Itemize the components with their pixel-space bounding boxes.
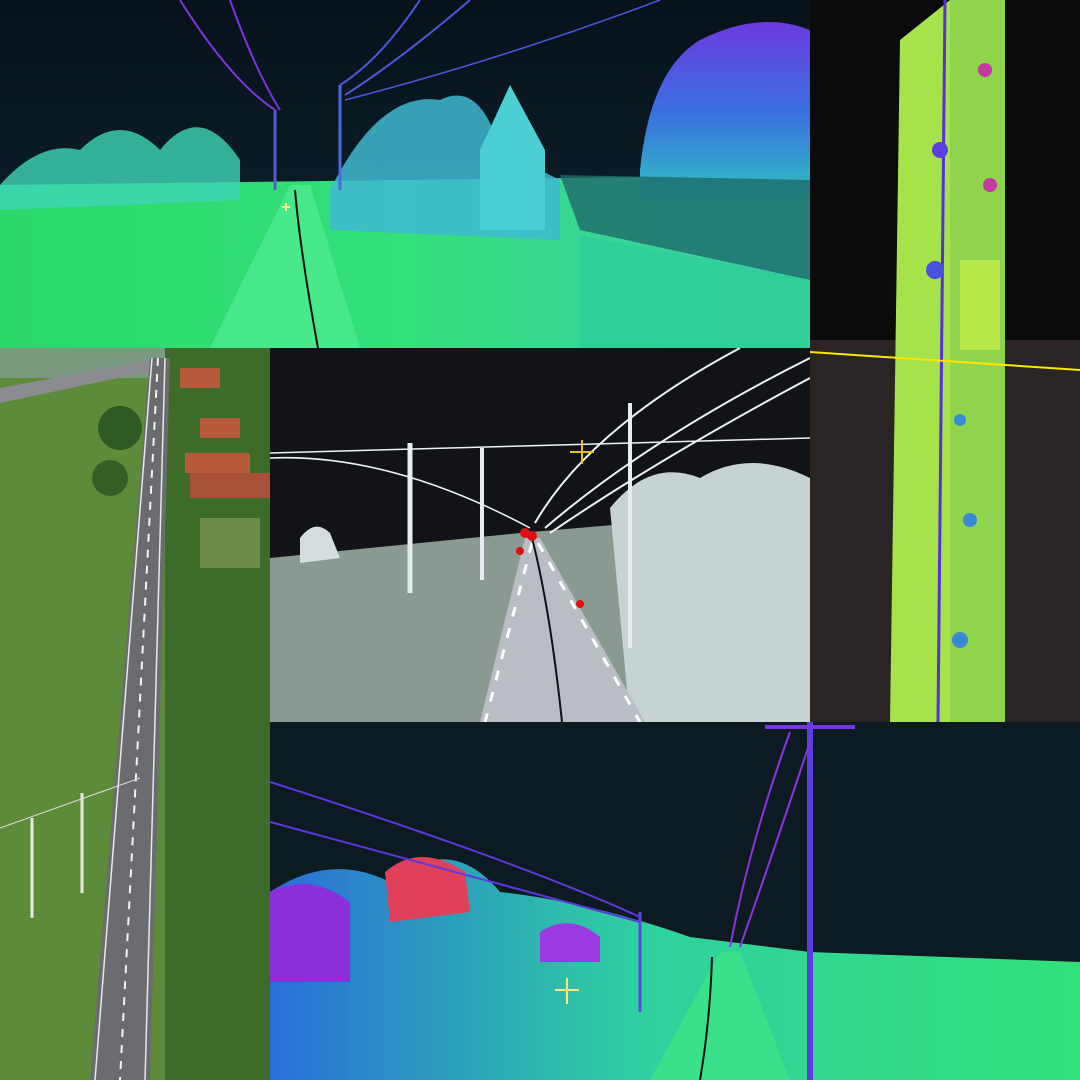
aerial-photo-panel bbox=[0, 348, 270, 1080]
lidar-top-down-panel bbox=[810, 0, 1080, 722]
lidar-road-view-icon bbox=[270, 722, 1080, 1080]
lidar-road-view-icon bbox=[0, 0, 810, 348]
lidar-top-down-icon bbox=[810, 0, 1080, 722]
aerial-photo-icon bbox=[0, 348, 270, 1080]
lidar-top-panel bbox=[0, 0, 810, 348]
lidar-bottom-panel bbox=[270, 722, 1080, 1080]
lidar-greyscale-panel bbox=[270, 348, 810, 722]
lidar-greyscale-view-icon bbox=[270, 348, 810, 722]
